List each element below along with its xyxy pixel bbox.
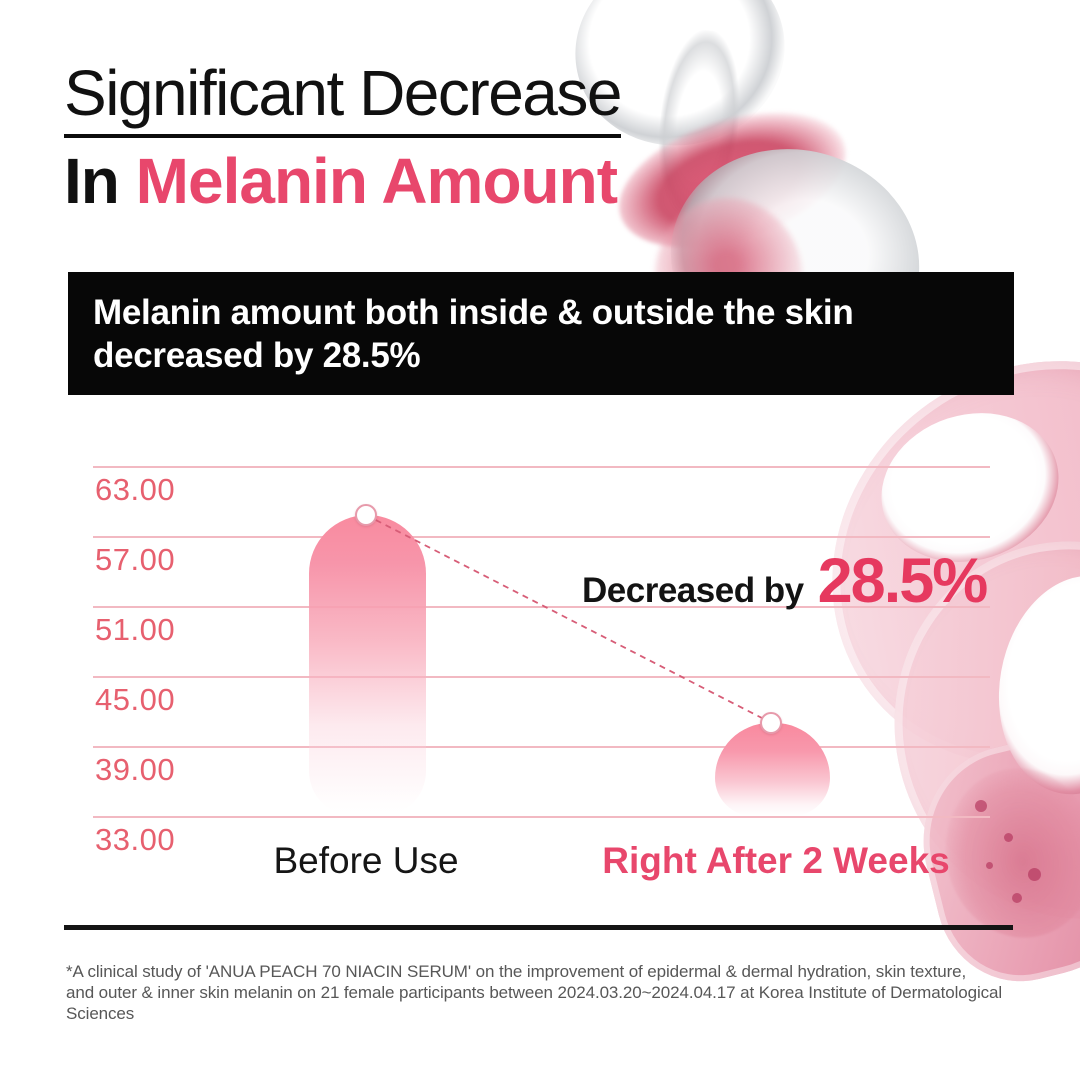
tube-micro-bubble [1004, 833, 1013, 842]
disclaimer-line1: *A clinical study of 'ANUA PEACH 70 NIAC… [66, 962, 967, 981]
x-label-right-after-prefix: Right After [602, 840, 803, 881]
tube-bubble [982, 562, 1080, 808]
y-tick-label: 39.00 [95, 752, 176, 787]
tube-micro-bubble [975, 800, 987, 812]
stats-banner: Melanin amount both inside & outside the… [68, 272, 1014, 395]
tube-micro-bubble [986, 862, 993, 869]
stats-banner-line2: decreased by 28.5% [93, 336, 421, 376]
bar-right-after-2-weeks [715, 722, 830, 816]
droplet-pink-swirl [602, 86, 863, 274]
gridline [93, 536, 990, 538]
gridline [93, 746, 990, 748]
disclaimer: *A clinical study of 'ANUA PEACH 70 NIAC… [66, 962, 1026, 1025]
y-tick-label: 57.00 [95, 542, 176, 577]
x-label-right-after: Right After 2 Weeks [602, 840, 949, 882]
marker-right-after [760, 711, 782, 734]
headline-line2-prefix: In [64, 145, 136, 217]
headline-line1: Significant Decrease [64, 58, 622, 139]
marker-before-use [355, 504, 377, 526]
y-tick-label: 33.00 [95, 822, 176, 857]
decrease-label: Decreased by [582, 571, 804, 610]
chart-baseline-rule [64, 925, 1013, 930]
droplet-stem [650, 26, 748, 224]
page-title: Significant Decrease [64, 58, 622, 139]
tube-micro-bubble [1028, 868, 1041, 881]
gridline [93, 676, 990, 678]
gridline [93, 816, 990, 818]
tube-micro-bubble [1012, 893, 1022, 903]
y-tick-label: 63.00 [95, 472, 176, 507]
disclaimer-line2: and outer & inner skin melanin on 21 fem… [66, 982, 1003, 1023]
gridline [93, 466, 990, 468]
x-label-right-after-bold: 2 Weeks [802, 840, 950, 881]
tube-liquid-pool [932, 756, 1080, 950]
bar-before-use [309, 515, 426, 816]
decrease-annotation: Decreased by 28.5% [582, 545, 989, 617]
y-tick-label: 51.00 [95, 612, 176, 647]
x-label-before-use: Before Use [273, 840, 459, 881]
y-tick-label: 45.00 [95, 682, 176, 717]
headline-accent: Melanin Amount [135, 145, 618, 217]
headline-line2: In Melanin Amount [64, 145, 618, 217]
decrease-value: 28.5% [817, 546, 989, 616]
stats-banner-line1: Melanin amount both inside & outside the… [93, 293, 854, 332]
